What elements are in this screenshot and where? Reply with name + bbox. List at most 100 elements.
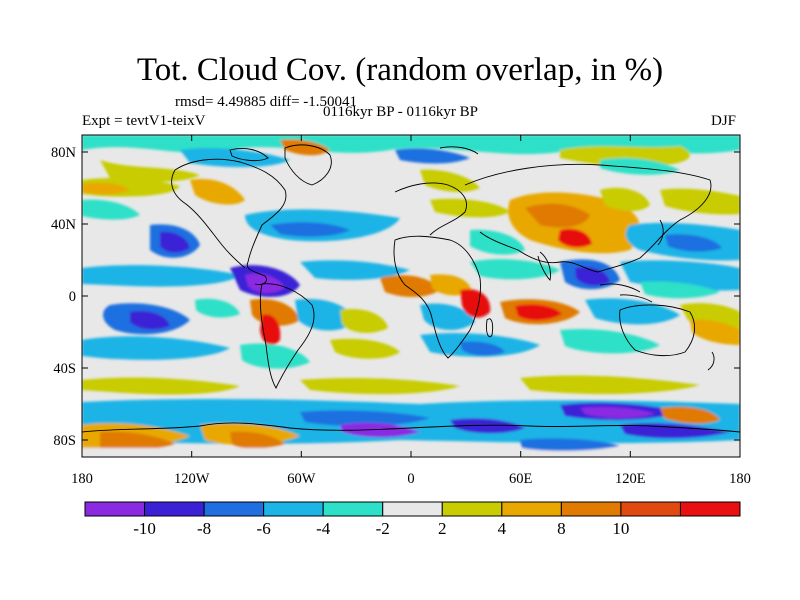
colorbar-box xyxy=(203,501,265,517)
anomaly-blob xyxy=(575,266,610,286)
colorbar-label: 10 xyxy=(612,519,629,538)
colorbar-label: 4 xyxy=(498,519,507,538)
anomaly-blob xyxy=(620,423,730,439)
coastline-indonesia xyxy=(599,283,641,293)
anomaly-blob xyxy=(470,259,560,280)
coastline-japan xyxy=(657,219,664,246)
x-tick-label: 180 xyxy=(71,471,93,487)
anomaly-blob xyxy=(100,431,175,451)
anomaly-blob xyxy=(395,148,470,164)
anomaly-blob xyxy=(340,422,420,438)
colorbar-label: -8 xyxy=(197,519,211,538)
colorbar-box xyxy=(322,501,384,517)
anomaly-blob xyxy=(380,275,440,297)
coastline-asia xyxy=(464,163,712,273)
colorbar-labels: -10 -8 -6 -4 -2 2 4 8 10 xyxy=(133,519,629,538)
anomaly-blob xyxy=(330,338,400,359)
colorbar-box xyxy=(620,501,681,517)
anomaly-blob xyxy=(82,336,230,360)
coastline-indonesia-2 xyxy=(619,294,653,303)
y-tick-label: 80S xyxy=(53,433,76,449)
anomaly-blob xyxy=(520,438,620,451)
coastline-madagascar xyxy=(486,318,494,338)
cloud-anomaly-field xyxy=(82,135,740,457)
y-tick-label: 40S xyxy=(53,361,76,377)
experiment-label: Expt = tevtV1-teixV xyxy=(82,113,206,129)
coastline-arctic-islands xyxy=(229,147,269,162)
season-label: DJF xyxy=(711,113,737,129)
y-tick-label: 40N xyxy=(51,217,77,233)
x-tick-label: 60W xyxy=(287,471,316,487)
coastline-africa xyxy=(393,235,481,359)
map-title: Tot. Cloud Cov. (random overlap, in %) xyxy=(136,52,664,88)
anomaly-blob xyxy=(195,298,240,318)
anomaly-blob xyxy=(660,406,720,424)
anomaly-blob xyxy=(525,203,590,228)
y-tick-label: 80N xyxy=(51,145,77,161)
anomaly-blob xyxy=(660,188,740,215)
colorbar-box xyxy=(560,501,622,517)
colorbar xyxy=(84,501,741,517)
coastline-australia xyxy=(619,304,696,357)
anomaly-blob xyxy=(460,341,505,356)
coastline-greenland xyxy=(284,144,332,186)
coastline-north-america xyxy=(174,158,287,285)
coastline-north-america-west xyxy=(171,169,246,269)
anomaly-blob xyxy=(600,187,650,212)
anomaly-blob xyxy=(300,410,430,427)
x-tick-label: 180 xyxy=(729,471,751,487)
anomaly-blob xyxy=(600,158,680,175)
anomaly-blob xyxy=(420,169,480,192)
anomaly-blob xyxy=(245,273,285,294)
anomaly-blob xyxy=(300,377,460,395)
colorbar-label: -4 xyxy=(316,519,331,538)
anomaly-blob xyxy=(580,406,655,419)
coastline-india xyxy=(537,251,551,281)
x-tick-label: 0 xyxy=(407,471,414,487)
coastline-antarctica xyxy=(82,422,740,433)
colorbar-label: -10 xyxy=(133,519,156,538)
colorbar-box xyxy=(679,501,741,517)
coastline-svalbard xyxy=(439,146,479,155)
anomaly-blob xyxy=(690,319,740,345)
colorbar-label: -6 xyxy=(257,519,271,538)
colorbar-label: 2 xyxy=(438,519,447,538)
anomaly-blob xyxy=(82,265,240,287)
colorbar-box xyxy=(263,501,324,517)
coastlines xyxy=(82,144,740,433)
x-tick-label: 60E xyxy=(509,471,533,487)
anomaly-blob xyxy=(560,146,690,167)
anomaly-blob xyxy=(558,228,592,248)
colorbar-box xyxy=(84,501,146,517)
colorbar-label: 8 xyxy=(557,519,566,538)
period-label: 0116kyr BP - 0116kyr BP xyxy=(323,104,479,120)
anomaly-blob xyxy=(280,139,330,156)
anomaly-blob xyxy=(260,314,281,346)
coastline-south-america xyxy=(259,283,315,389)
colorbar-box xyxy=(441,501,503,517)
anomaly-blob xyxy=(450,418,525,434)
x-tick-label: 120W xyxy=(174,471,210,487)
coastline-europe xyxy=(394,182,467,236)
axis-ticks xyxy=(81,135,741,457)
coastline-new-zealand xyxy=(707,351,715,371)
anomaly-blob xyxy=(230,431,285,449)
anomaly-blob xyxy=(340,309,388,333)
anomaly-blob xyxy=(130,310,170,330)
anomaly-blob xyxy=(515,304,562,321)
anomaly-blob xyxy=(300,260,410,280)
stats-line: rmsd= 4.49885 diff= -1.50041 xyxy=(175,94,358,110)
anomaly-blob xyxy=(190,179,245,205)
colorbar-label: -2 xyxy=(376,519,390,538)
anomaly-blob xyxy=(520,375,700,395)
anomaly-blob xyxy=(82,182,130,195)
colorbar-box xyxy=(382,501,443,517)
anomaly-blob xyxy=(460,289,491,318)
colorbar-box xyxy=(144,501,205,517)
anomaly-blob xyxy=(270,222,350,237)
anomaly-blob xyxy=(82,377,240,395)
anomaly-blob xyxy=(560,328,660,354)
anomaly-blob xyxy=(665,234,722,252)
x-tick-label: 120E xyxy=(615,471,646,487)
